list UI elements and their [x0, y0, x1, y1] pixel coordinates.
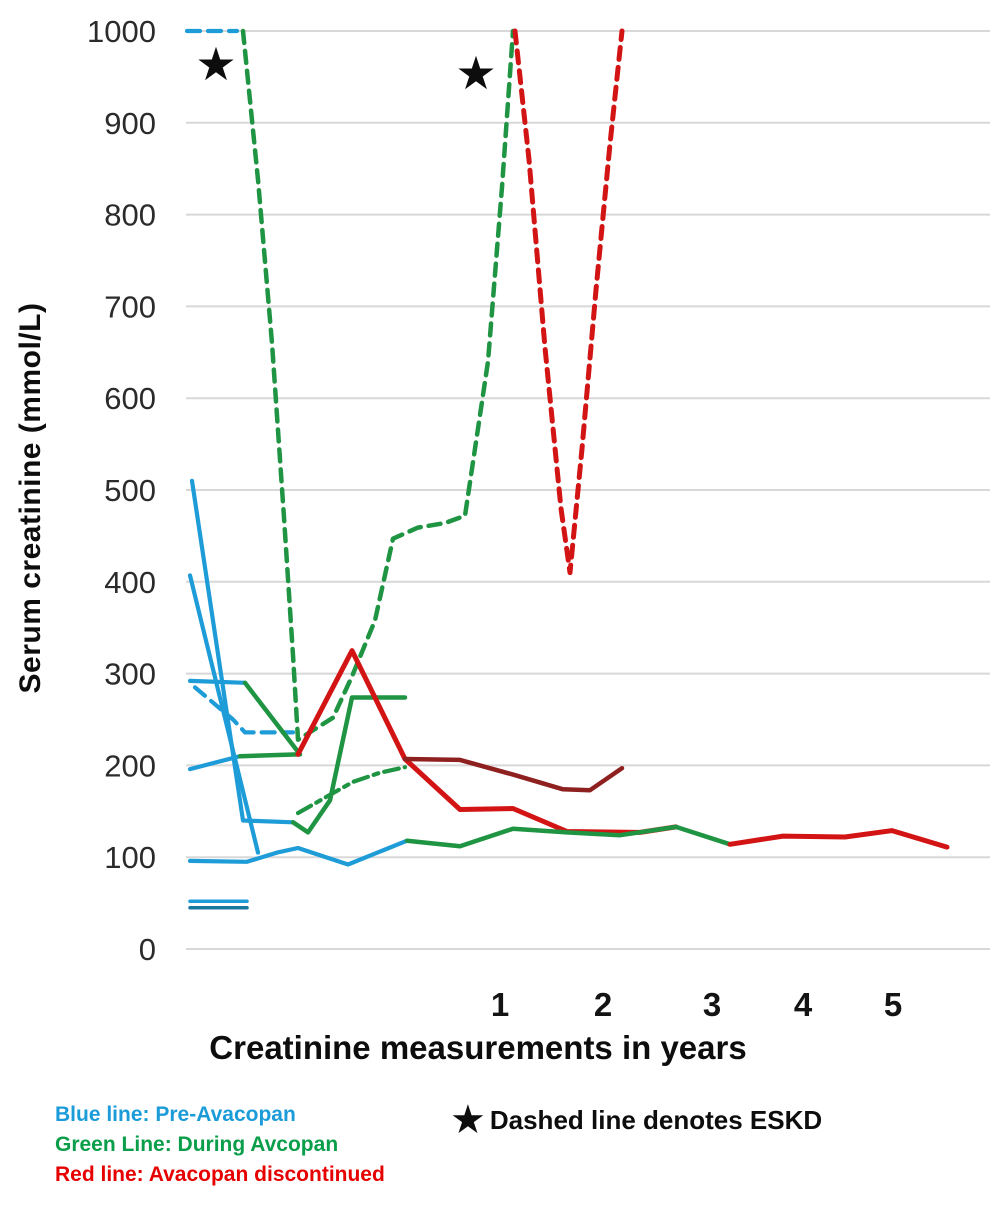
y-tick-label: 500: [104, 473, 156, 508]
y-tick-label: 300: [104, 657, 156, 692]
series-pre-avacopan-dashed: [192, 685, 296, 735]
series-pre-avacopan-5: [187, 838, 410, 867]
legend-item-blue: Blue line: Pre-Avacopan: [55, 1103, 296, 1126]
series-during-avacopan-eskd-dashed: [240, 28, 516, 742]
y-tick-label: 100: [104, 840, 156, 875]
y-tick-label: 0: [139, 932, 156, 967]
series-pre-avacopan-3: [187, 678, 248, 685]
y-tick-label: 400: [104, 565, 156, 600]
eskd-note: ★ Dashed line denotes ESKD: [450, 1100, 822, 1140]
color-key-legend: Blue line: Pre-Avacopan Green Line: Duri…: [55, 1100, 385, 1190]
y-tick-label: 1000: [87, 14, 156, 49]
eskd-star-marker: ★: [455, 46, 496, 100]
series-avacopan-discontinued-peak: [295, 648, 679, 835]
eskd-star-icon: ★: [450, 1097, 486, 1143]
series-pre-avacopan-4: [187, 754, 243, 772]
series-avacopan-discontinued-eskd-dashed: [512, 28, 625, 576]
y-axis-title: Serum creatinine (mmol/L): [14, 302, 47, 694]
y-tick-label: 800: [104, 198, 156, 233]
x-tick-label: 1: [491, 986, 509, 1023]
x-tick-label: 3: [703, 986, 721, 1023]
y-tick-label: 700: [104, 289, 156, 324]
series-pre-avacopan-2: [187, 573, 261, 855]
series-avacopan-discontinued-tail: [727, 828, 950, 850]
eskd-star-marker: ★: [195, 37, 236, 91]
series-during-avacopan-dashed-short: [295, 765, 408, 816]
series-during-avacopan-1: [290, 695, 408, 835]
series-avacopan-discontinued-maroon: [402, 756, 625, 793]
eskd-note-text: Dashed line denotes ESKD: [489, 1104, 823, 1135]
legend-item-green: Green Line: During Avcopan: [55, 1133, 339, 1156]
x-tick-label: 5: [884, 986, 902, 1023]
x-axis-title: Creatinine measurements in years: [209, 1029, 747, 1066]
series-during-avacopan-2: [242, 680, 303, 757]
y-tick-label: 200: [104, 748, 156, 783]
series-pre-avacopan-1: [189, 478, 296, 825]
series-during-avacopan-4: [404, 824, 733, 849]
y-tick-label: 900: [104, 106, 156, 141]
y-tick-label: 600: [104, 381, 156, 416]
x-tick-label: 2: [594, 986, 612, 1023]
series-during-avacopan-3: [237, 752, 301, 759]
x-tick-label: 4: [794, 986, 813, 1023]
legend-item-red: Red line: Avacopan discontinued: [55, 1163, 385, 1186]
